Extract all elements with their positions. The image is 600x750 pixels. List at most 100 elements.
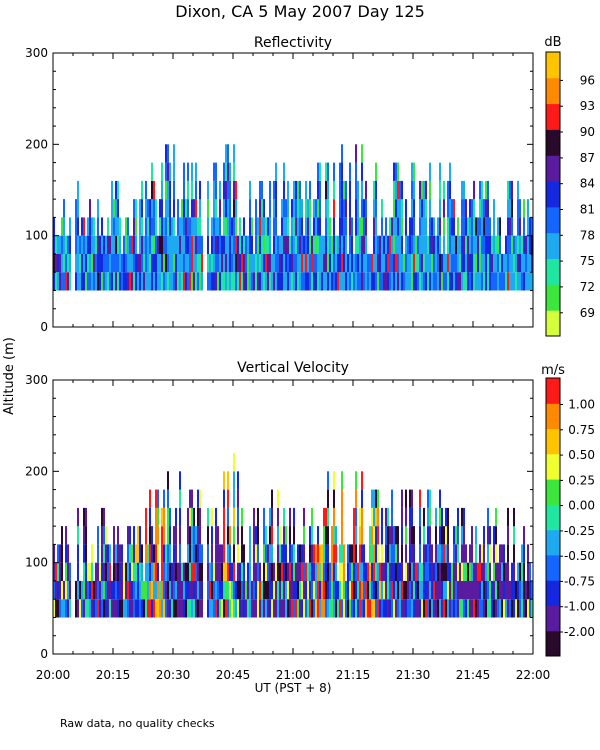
- heatmap-cell: [255, 199, 257, 218]
- heatmap-cell: [341, 562, 343, 581]
- heatmap-cell: [371, 507, 373, 527]
- heatmap-cell: [473, 599, 475, 618]
- heatmap-cell: [123, 253, 125, 273]
- heatmap-cell: [399, 217, 401, 236]
- heatmap-cell: [153, 599, 155, 618]
- heatmap-cell: [473, 580, 475, 600]
- heatmap-cell: [325, 544, 327, 563]
- heatmap-cell: [441, 526, 443, 545]
- heatmap-cell: [397, 599, 399, 618]
- heatmap-cell: [523, 199, 525, 218]
- heatmap-cell: [235, 180, 237, 200]
- heatmap-cell: [65, 272, 67, 291]
- heatmap-cell: [307, 599, 309, 618]
- heatmap-cell: [123, 599, 125, 618]
- heatmap-cell: [169, 599, 171, 618]
- heatmap-cell: [435, 526, 437, 545]
- heatmap-cell: [69, 217, 71, 236]
- heatmap-cell: [307, 235, 309, 254]
- heatmap-cell: [469, 580, 471, 600]
- heatmap-cell: [287, 180, 289, 200]
- heatmap-cell: [191, 180, 193, 200]
- heatmap-cell: [129, 526, 131, 545]
- reflectivity-heatmap: [53, 144, 533, 291]
- heatmap-cell: [345, 272, 347, 291]
- heatmap-cell: [211, 544, 213, 563]
- heatmap-cell: [511, 580, 513, 600]
- heatmap-cell: [313, 253, 315, 273]
- reflectivity-colorbar-unit: dB: [544, 35, 561, 50]
- heatmap-cell: [361, 144, 363, 163]
- heatmap-cell: [183, 235, 185, 254]
- heatmap-cell: [129, 599, 131, 618]
- heatmap-cell: [315, 217, 317, 236]
- heatmap-cell: [341, 162, 343, 181]
- heatmap-cell: [485, 599, 487, 618]
- heatmap-cell: [427, 507, 429, 527]
- heatmap-cell: [313, 217, 315, 236]
- heatmap-cell: [489, 599, 491, 618]
- heatmap-cell: [145, 253, 147, 273]
- heatmap-cell: [189, 507, 191, 527]
- heatmap-cell: [445, 580, 447, 600]
- heatmap-cell: [155, 580, 157, 600]
- heatmap-cell: [159, 599, 161, 618]
- heatmap-cell: [149, 489, 151, 508]
- heatmap-cell: [175, 544, 177, 563]
- heatmap-cell: [397, 253, 399, 273]
- heatmap-cell: [273, 599, 275, 618]
- footnote: Raw data, no quality checks: [60, 717, 215, 730]
- heatmap-cell: [329, 580, 331, 600]
- heatmap-cell: [161, 253, 163, 273]
- heatmap-cell: [103, 580, 105, 600]
- heatmap-cell: [199, 217, 201, 236]
- heatmap-cell: [161, 507, 163, 527]
- heatmap-cell: [287, 599, 289, 618]
- heatmap-cell: [409, 544, 411, 563]
- heatmap-cell: [515, 235, 517, 254]
- heatmap-cell: [491, 272, 493, 291]
- heatmap-cell: [417, 580, 419, 600]
- heatmap-cell: [285, 235, 287, 254]
- heatmap-cell: [53, 544, 55, 563]
- heatmap-cell: [433, 580, 435, 600]
- heatmap-cell: [503, 599, 505, 618]
- heatmap-cell: [465, 217, 467, 236]
- heatmap-cell: [269, 180, 271, 200]
- heatmap-cell: [393, 599, 395, 618]
- heatmap-cell: [517, 580, 519, 600]
- heatmap-cell: [65, 253, 67, 273]
- heatmap-cell: [389, 562, 391, 581]
- heatmap-cell: [287, 272, 289, 291]
- heatmap-cell: [379, 272, 381, 291]
- heatmap-cell: [219, 235, 221, 254]
- heatmap-cell: [239, 562, 241, 581]
- heatmap-cell: [147, 562, 149, 581]
- heatmap-cell: [401, 489, 403, 508]
- heatmap-cell: [393, 253, 395, 273]
- heatmap-cell: [369, 562, 371, 581]
- heatmap-cell: [285, 199, 287, 218]
- heatmap-cell: [75, 599, 77, 618]
- heatmap-cell: [81, 235, 83, 254]
- heatmap-cell: [449, 180, 451, 200]
- heatmap-cell: [167, 144, 169, 163]
- heatmap-cell: [279, 253, 281, 273]
- heatmap-cell: [267, 599, 269, 618]
- heatmap-cell: [333, 253, 335, 273]
- heatmap-cell: [487, 253, 489, 273]
- heatmap-cell: [89, 562, 91, 581]
- heatmap-cell: [261, 180, 263, 200]
- heatmap-cell: [187, 580, 189, 600]
- y-tick-label: 300: [25, 373, 48, 387]
- heatmap-cell: [241, 562, 243, 581]
- heatmap-cell: [215, 180, 217, 200]
- heatmap-cell: [77, 180, 79, 200]
- heatmap-cell: [427, 272, 429, 291]
- heatmap-cell: [191, 562, 193, 581]
- heatmap-cell: [303, 272, 305, 291]
- heatmap-cell: [257, 507, 259, 527]
- heatmap-cell: [173, 162, 175, 181]
- heatmap-cell: [113, 272, 115, 291]
- heatmap-cell: [255, 217, 257, 236]
